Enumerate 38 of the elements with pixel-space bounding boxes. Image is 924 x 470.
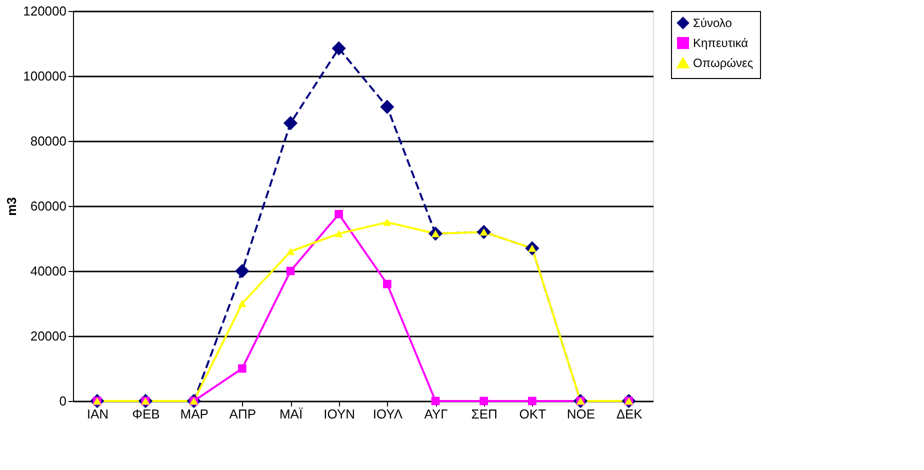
legend-label: Σύνολο — [693, 16, 732, 30]
point — [332, 41, 346, 56]
point — [334, 230, 344, 238]
x-tick-label: ΔΕΚ — [616, 406, 643, 422]
point — [286, 248, 295, 256]
x-tick-label: ΜΑΪ — [279, 406, 303, 422]
point — [431, 396, 440, 406]
point — [380, 100, 394, 114]
x-tick-label: ΝΟΕ — [566, 406, 596, 422]
point — [235, 264, 250, 278]
point — [238, 364, 246, 373]
x-tick-label: ΑΠΡ — [229, 406, 256, 422]
x-tick-label: ΙΟΥΝ — [324, 406, 356, 422]
y-tick-label: 60000 — [30, 198, 66, 214]
point — [382, 218, 392, 226]
point — [286, 266, 295, 276]
x-tick-label: ΑΥΓ — [424, 406, 448, 422]
y-tick-label: 100000 — [23, 68, 66, 84]
x-tick-label: ΦΕΒ — [132, 406, 160, 422]
point — [480, 396, 488, 406]
x-tick-label: ΜΑΡ — [180, 406, 208, 422]
legend-label: Κηπευτικά — [693, 36, 748, 50]
x-tick-label: ΙΑΝ — [86, 406, 109, 422]
point — [528, 396, 536, 406]
y-tick-label: 20000 — [30, 328, 66, 344]
y-tick-label: 40000 — [30, 264, 66, 278]
legend-label: Οπωρώνες — [693, 56, 754, 70]
y-tick-label: 0 — [59, 394, 66, 408]
point — [238, 300, 246, 308]
x-tick-label: ΟΚΤ — [519, 406, 546, 422]
point — [283, 116, 298, 130]
x-tick-label: ΣΕΠ — [471, 406, 498, 422]
y-axis-title: m3 — [4, 197, 20, 216]
point — [334, 210, 344, 218]
y-tick-label: 80000 — [30, 134, 66, 148]
x-tick-label: ΙΟΥΛ — [372, 406, 403, 422]
point — [382, 280, 392, 288]
y-tick-label: 120000 — [23, 4, 66, 18]
